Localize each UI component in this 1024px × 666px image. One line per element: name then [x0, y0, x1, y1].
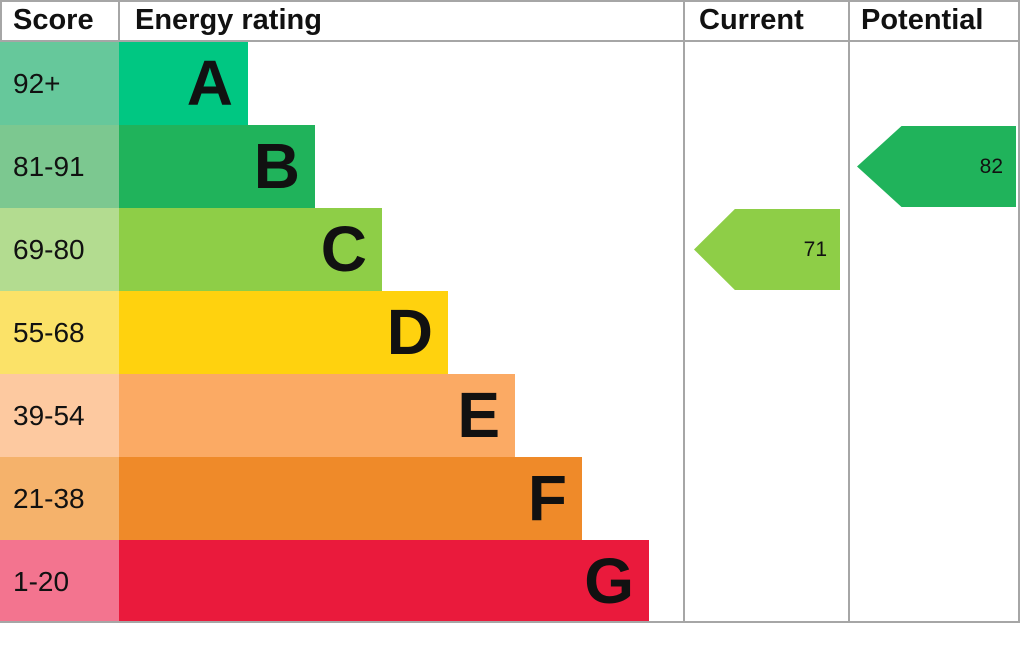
column-divider-score-rating [118, 0, 120, 42]
band-row: 39-54 E [0, 374, 683, 457]
rating-bar: B [119, 125, 315, 208]
column-divider-current-potential [848, 0, 850, 623]
header-potential: Potential [848, 0, 1020, 41]
band-row: 92+ A [0, 42, 683, 125]
rating-letter: C [320, 213, 367, 285]
header-energy-rating: Energy rating [119, 0, 683, 41]
score-cell: 92+ [0, 42, 119, 125]
rating-bar: D [119, 291, 448, 374]
rating-letter: F [527, 462, 567, 534]
band-row: 1-20 G [0, 540, 683, 623]
potential-rating-arrow: 82 [857, 126, 1016, 207]
table-border-right [1018, 0, 1020, 623]
score-cell: 81-91 [0, 125, 119, 208]
table-border-bottom [0, 621, 1020, 623]
current-rating-arrow: 71 [694, 209, 840, 290]
header-score: Score [0, 0, 119, 41]
column-divider-rating-current [683, 0, 685, 623]
rating-letter: G [584, 545, 634, 617]
band-row: 55-68 D [0, 291, 683, 374]
rating-letter: E [457, 379, 500, 451]
band-row: 21-38 F [0, 457, 683, 540]
score-cell: 21-38 [0, 457, 119, 540]
rating-letter: D [386, 296, 433, 368]
rating-bar: C [119, 208, 382, 291]
rating-letter: A [186, 47, 233, 119]
table-border-left [0, 0, 2, 42]
rating-letter: B [253, 130, 300, 202]
potential-rating-value: 82 [979, 155, 1003, 178]
score-cell: 55-68 [0, 291, 119, 374]
band-row: 81-91 B [0, 125, 683, 208]
rating-bar: A [119, 42, 248, 125]
current-rating-value: 71 [803, 238, 827, 261]
header-current: Current [683, 0, 848, 41]
rating-bar: G [119, 540, 649, 623]
table-border-top [0, 0, 1020, 2]
header-divider [0, 40, 1020, 42]
rating-bar: F [119, 457, 582, 540]
band-row: 69-80 C [0, 208, 683, 291]
score-cell: 39-54 [0, 374, 119, 457]
score-cell: 69-80 [0, 208, 119, 291]
rating-bar: E [119, 374, 515, 457]
score-cell: 1-20 [0, 540, 119, 623]
